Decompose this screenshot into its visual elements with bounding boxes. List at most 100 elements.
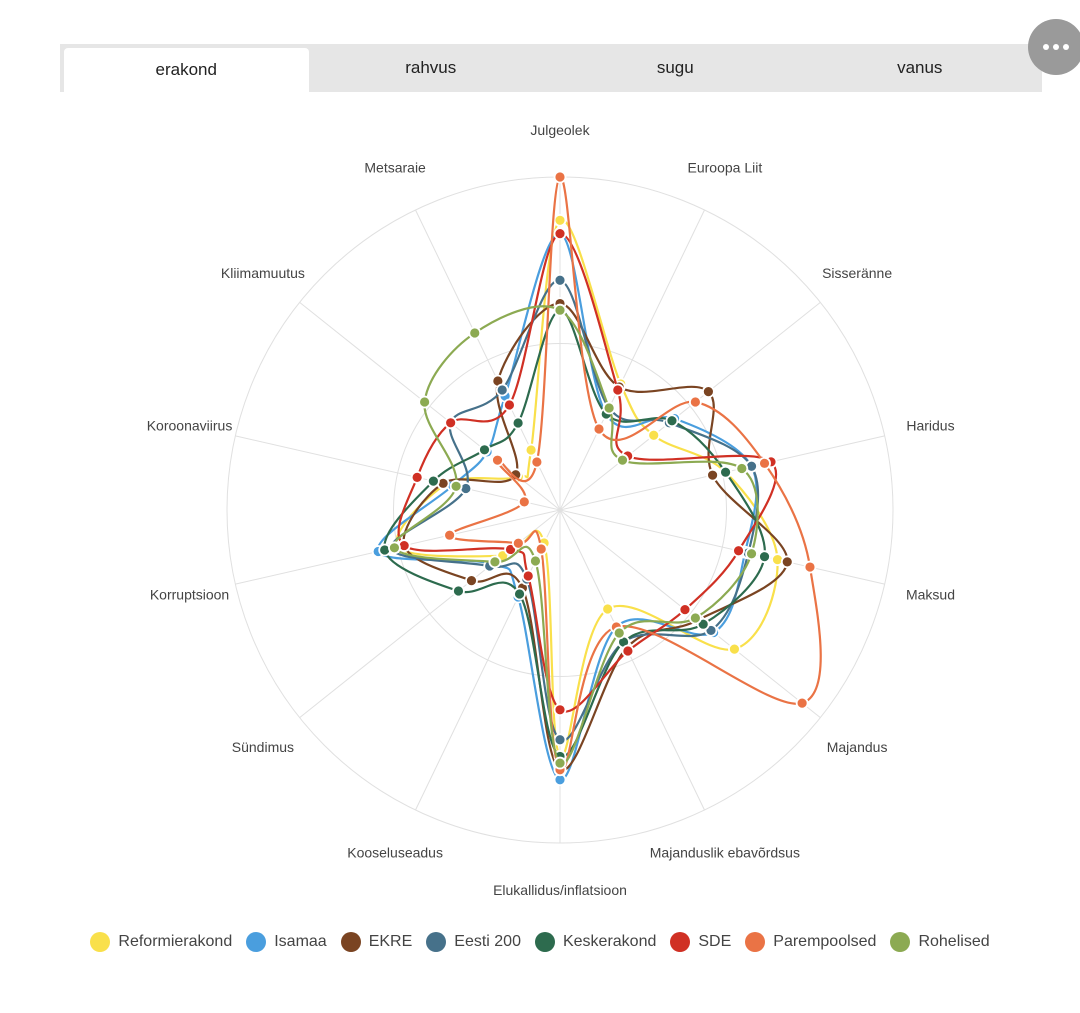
- legend-item[interactable]: Eesti 200: [426, 932, 521, 952]
- legend-swatch: [745, 932, 766, 952]
- data-point: [553, 733, 567, 747]
- data-point: [553, 227, 567, 241]
- data-point: [553, 170, 567, 184]
- axis-spoke-1: [559, 209, 705, 511]
- axis-spoke-5: [559, 509, 821, 719]
- tab-bar: erakond rahvus sugu vanus: [60, 44, 1042, 92]
- data-point: [553, 213, 567, 227]
- axis-spoke-6: [559, 509, 705, 811]
- data-point: [795, 696, 809, 710]
- data-point: [478, 443, 491, 457]
- axis-label: Koroonaviirus: [147, 417, 233, 433]
- data-point: [728, 642, 741, 656]
- tab-sugu[interactable]: sugu: [656, 58, 694, 77]
- data-point: [592, 422, 606, 436]
- data-point: [616, 453, 629, 467]
- series-sde: [397, 227, 778, 717]
- axis-label: Kliimamuutus: [221, 265, 305, 281]
- data-point: [488, 555, 502, 569]
- data-point: [735, 462, 749, 475]
- legend-label: Eesti 200: [454, 933, 521, 950]
- data-point: [553, 303, 567, 317]
- tab-rahvus[interactable]: rahvus: [405, 58, 457, 77]
- legend-swatch: [534, 932, 555, 952]
- legend-item[interactable]: Rohelised: [890, 932, 990, 952]
- data-point: [511, 536, 525, 550]
- legend-label: Keskerakond: [562, 933, 657, 950]
- data-point: [553, 703, 567, 717]
- more-options-button[interactable]: [1028, 19, 1080, 75]
- data-point: [534, 542, 548, 556]
- data-point: [491, 453, 504, 467]
- axis-label: Julgeolek: [530, 122, 590, 138]
- axis-label: Sisseränne: [822, 265, 892, 281]
- more-horizontal-icon: [1043, 44, 1069, 50]
- legend-item[interactable]: Reformierakond: [90, 932, 232, 952]
- legend-label: EKRE: [368, 933, 413, 950]
- series-parempoolsed: [443, 170, 822, 777]
- data-point: [732, 544, 745, 558]
- data-point: [665, 414, 679, 428]
- data-point: [553, 756, 567, 770]
- data-point: [426, 474, 440, 488]
- data-point: [418, 395, 432, 409]
- tab-erakond[interactable]: erakond: [64, 48, 309, 92]
- data-point: [452, 584, 465, 598]
- axis-label: Euroopa Liit: [688, 160, 763, 176]
- axis-spoke-4: [559, 509, 885, 585]
- data-point: [511, 416, 525, 430]
- series-rohelised: [388, 303, 759, 770]
- data-point: [601, 602, 615, 616]
- series-eesti-200: [384, 273, 760, 747]
- legend-swatch: [426, 932, 447, 952]
- series-line: [390, 279, 760, 742]
- data-point: [513, 587, 526, 601]
- data-point: [621, 644, 635, 658]
- data-point: [612, 626, 626, 640]
- data-point: [503, 398, 516, 412]
- data-point: [602, 401, 616, 415]
- axis-spoke-2: [559, 301, 821, 511]
- chart-legend: Reformierakond Isamaa EKRE Eesti 200 Keskera…: [0, 925, 1080, 959]
- axis-label: Majandus: [827, 739, 888, 755]
- data-point: [553, 273, 567, 287]
- radar-chart: Julgeolek Euroopa Liit Sisseränne Haridus Ma…: [147, 122, 955, 898]
- series-line: [448, 175, 822, 772]
- axis-label: Elukallidus/inflatsioon: [493, 882, 627, 898]
- legend-swatch: [90, 932, 111, 952]
- data-point: [410, 470, 424, 484]
- axis-label: Maksud: [906, 587, 955, 603]
- data-point: [524, 443, 538, 457]
- data-point: [688, 611, 702, 625]
- data-point: [745, 547, 758, 561]
- axis-label: Kooseluseadus: [347, 844, 443, 860]
- legend-item[interactable]: Parempoolsed: [745, 932, 876, 952]
- data-point: [468, 326, 482, 340]
- data-point: [688, 395, 702, 409]
- series-line: [383, 309, 766, 758]
- legend-label: Isamaa: [274, 933, 327, 950]
- legend-item[interactable]: SDE: [670, 932, 731, 952]
- axis-label: Haridus: [906, 417, 954, 433]
- legend-label: Reformierakond: [118, 933, 233, 950]
- data-point: [611, 383, 625, 397]
- legend-item[interactable]: Keskerakond: [534, 932, 657, 952]
- legend-label: Parempoolsed: [773, 933, 877, 950]
- tab-vanus[interactable]: vanus: [897, 58, 943, 77]
- data-point: [719, 465, 732, 479]
- legend-label: Rohelised: [918, 933, 990, 950]
- legend-swatch: [246, 932, 267, 952]
- legend-swatch: [670, 932, 691, 952]
- data-point: [517, 495, 531, 509]
- axis-label: Sündimus: [232, 739, 294, 755]
- legend-item[interactable]: EKRE: [340, 932, 413, 952]
- data-point: [529, 554, 542, 568]
- data-point: [449, 479, 463, 493]
- data-point: [465, 574, 478, 587]
- data-point: [647, 428, 661, 442]
- legend-item[interactable]: Isamaa: [246, 932, 327, 952]
- data-point: [444, 416, 458, 430]
- legend-swatch: [890, 932, 911, 952]
- data-point: [678, 603, 692, 617]
- axis-label: Majanduslik ebavõrdsus: [650, 844, 800, 860]
